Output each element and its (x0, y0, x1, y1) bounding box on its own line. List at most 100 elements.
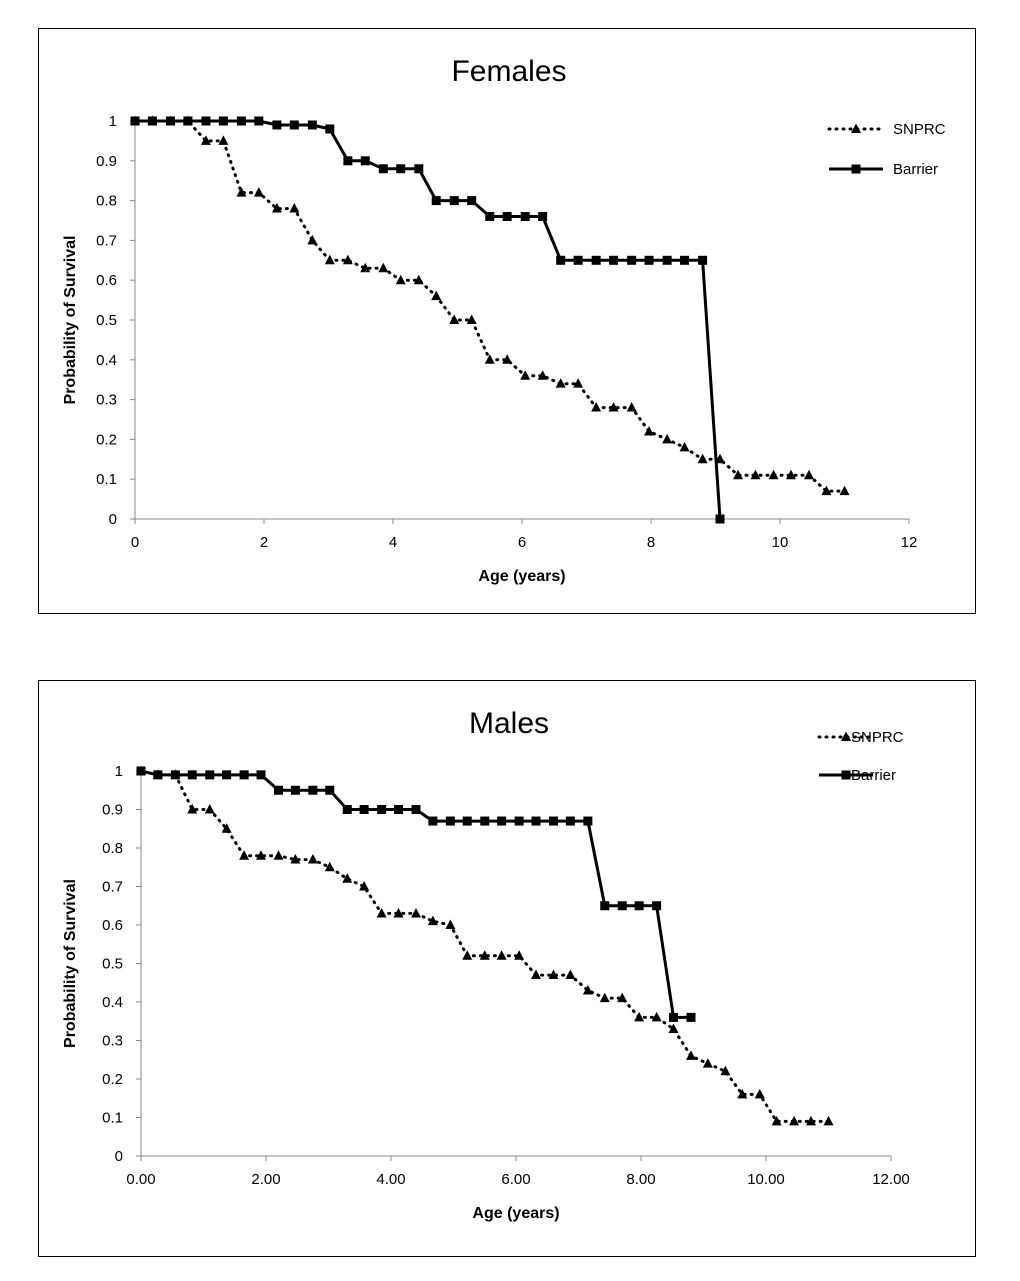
data-point-snprc (839, 485, 850, 496)
y-tick-label: 0.2 (96, 431, 117, 448)
data-point-snprc (200, 135, 211, 145)
data-point-snprc (496, 950, 507, 960)
data-point-barrier (497, 816, 507, 826)
data-point-snprc (431, 290, 442, 301)
data-point-snprc (484, 354, 495, 364)
data-point-barrier (254, 116, 264, 126)
data-point-snprc (271, 203, 282, 213)
data-point-snprc (307, 854, 318, 864)
data-point-barrier (342, 805, 352, 814)
y-axis-title: Probability of Survival (62, 236, 79, 405)
data-point-snprc (256, 850, 266, 860)
y-tick-label: 0.3 (96, 392, 117, 409)
data-point-barrier (325, 785, 335, 795)
y-tick-label: 0.4 (96, 352, 117, 369)
legend-label-snprc: SNPRC (893, 121, 946, 138)
data-point-barrier (256, 770, 266, 780)
data-point-snprc (395, 274, 406, 285)
data-point-barrier (308, 785, 318, 795)
data-point-snprc (537, 370, 548, 380)
data-point-snprc (449, 314, 460, 324)
data-point-barrier (136, 766, 146, 776)
data-point-barrier (359, 805, 369, 814)
data-point-snprc (360, 262, 371, 273)
data-point-snprc (679, 441, 690, 452)
legend-marker-snprc (851, 123, 861, 133)
data-point-barrier (222, 770, 232, 780)
data-point-barrier (431, 196, 441, 206)
data-point-barrier (556, 255, 566, 265)
series-line-snprc (139, 769, 830, 1123)
y-tick-label: 0.1 (102, 1110, 123, 1127)
data-point-barrier (239, 770, 249, 780)
data-point-snprc (651, 1011, 662, 1022)
y-tick-label: 0.7 (102, 879, 123, 896)
data-point-snprc (789, 1115, 800, 1126)
x-tick-label: 6 (518, 534, 526, 551)
data-point-snprc (565, 969, 576, 980)
data-point-barrier (467, 196, 477, 206)
x-axis-title: Age (years) (478, 568, 565, 585)
data-point-snprc (393, 907, 404, 918)
data-point-snprc (806, 1115, 816, 1126)
data-point-snprc (307, 234, 318, 245)
data-point-snprc (626, 402, 637, 412)
data-point-barrier (205, 770, 215, 780)
data-point-snprc (573, 378, 584, 388)
data-point-barrier (652, 901, 662, 911)
data-point-snprc (599, 992, 610, 1003)
data-point-snprc (771, 1115, 782, 1126)
y-tick-label: 0.7 (96, 232, 117, 249)
data-point-barrier (591, 255, 601, 265)
data-point-barrier (565, 816, 575, 826)
data-point-barrier (153, 770, 163, 780)
data-point-barrier (378, 164, 388, 174)
data-point-barrier (485, 212, 495, 222)
data-point-barrier (538, 212, 548, 222)
data-point-snprc (804, 469, 815, 480)
data-point-barrier (274, 785, 283, 795)
data-point-snprc (733, 469, 744, 480)
data-point-snprc (221, 823, 232, 833)
x-tick-label: 2 (260, 534, 268, 551)
x-tick-label: 12 (901, 534, 918, 551)
data-point-barrier (627, 255, 637, 265)
data-point-barrier (698, 255, 708, 265)
data-point-snprc (737, 1088, 748, 1099)
data-point-barrier (394, 805, 403, 814)
data-point-snprc (520, 370, 531, 380)
y-tick-label: 0.6 (102, 917, 123, 934)
data-point-barrier (573, 255, 583, 265)
males-chart-panel: Males 0 0.1 0.2 0.3 0.4 0.5 0.6 0.7 0.8 0.9 1 0.00 2.… (38, 680, 976, 1257)
data-point-barrier (290, 785, 300, 795)
data-point-barrier (600, 901, 610, 911)
data-point-snprc (342, 254, 353, 265)
data-point-barrier (428, 816, 438, 826)
x-tick-label: 10.00 (747, 1171, 785, 1188)
legend-marker-barrier (851, 164, 861, 174)
data-point-barrier (183, 116, 193, 126)
y-tick-label: 0.9 (96, 153, 117, 170)
data-point-snprc (821, 485, 832, 496)
x-axis-title: Age (years) (472, 1205, 559, 1222)
data-point-snprc (531, 969, 541, 980)
legend-label-barrier: Barrier (851, 767, 896, 784)
data-point-snprc (823, 1115, 834, 1126)
data-point-snprc (411, 907, 421, 918)
data-point-barrier (520, 212, 530, 222)
x-tick-label: 4.00 (376, 1171, 405, 1188)
data-point-barrier (377, 805, 387, 814)
data-point-barrier (307, 120, 317, 130)
data-point-snprc (289, 203, 300, 213)
data-point-barrier (715, 514, 725, 524)
data-point-snprc (591, 402, 602, 412)
y-tick-label: 0.8 (96, 193, 117, 210)
y-tick-label: 0.4 (102, 994, 123, 1011)
data-point-barrier (396, 164, 406, 174)
data-point-snprc (466, 314, 477, 324)
x-tick-label: 6.00 (501, 1171, 530, 1188)
y-tick-label: 0.2 (102, 1071, 123, 1088)
data-point-snprc (502, 354, 513, 364)
